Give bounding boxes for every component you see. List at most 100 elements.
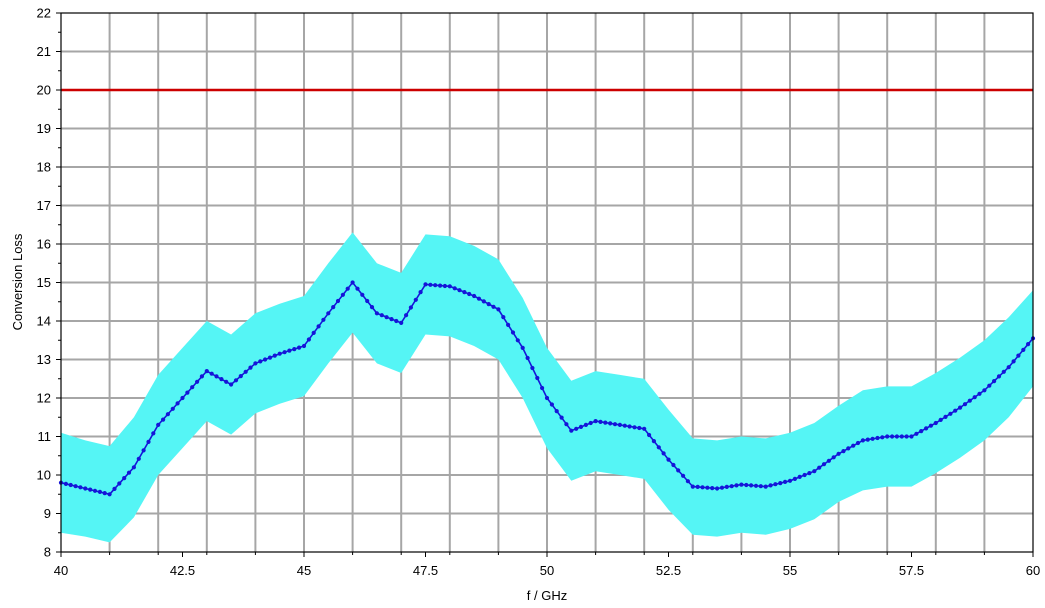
- data-point: [676, 468, 681, 473]
- data-point: [457, 288, 462, 293]
- data-point: [190, 385, 195, 390]
- data-point: [399, 320, 404, 325]
- y-axis: 8 9 10 11 12 13 14 15 16 17 18 19 20 21 22: [37, 6, 61, 560]
- data-point: [564, 422, 569, 427]
- data-point: [209, 371, 214, 376]
- data-point: [486, 302, 491, 307]
- data-point: [647, 432, 652, 438]
- data-point: [807, 471, 812, 476]
- data-point: [588, 420, 593, 426]
- data-point: [685, 479, 691, 484]
- data-point: [904, 434, 909, 439]
- data-point: [1021, 347, 1026, 352]
- data-point: [452, 286, 457, 291]
- data-point: [826, 458, 832, 463]
- data-point: [510, 330, 516, 335]
- data-point: [627, 424, 632, 429]
- data-point: [919, 429, 924, 434]
- data-point: [267, 355, 273, 360]
- data-point: [136, 456, 141, 461]
- data-point: [661, 451, 666, 456]
- data-point: [413, 297, 418, 302]
- data-point: [379, 313, 384, 318]
- data-point: [637, 425, 642, 431]
- data-point: [263, 357, 268, 362]
- data-point: [408, 305, 413, 310]
- data-point: [442, 283, 447, 289]
- data-point: [666, 457, 671, 462]
- y-tick-label: 13: [37, 352, 51, 367]
- data-point: [574, 426, 579, 431]
- y-tick-label: 16: [37, 237, 51, 252]
- data-point: [175, 401, 180, 406]
- data-point: [92, 488, 98, 493]
- data-point: [214, 374, 219, 379]
- data-point: [544, 395, 550, 401]
- data-point: [394, 318, 399, 324]
- data-point: [617, 422, 623, 427]
- y-tick-label: 22: [37, 6, 51, 21]
- x-tick-label: 55: [783, 563, 797, 578]
- data-point: [724, 484, 729, 489]
- data-point: [569, 428, 574, 433]
- data-point: [389, 317, 394, 322]
- data-point: [778, 481, 783, 486]
- data-point: [360, 292, 365, 297]
- main-series: [58, 280, 1036, 497]
- data-point: [632, 425, 637, 430]
- data-point: [102, 491, 107, 496]
- data-point: [63, 481, 68, 486]
- data-point: [700, 485, 705, 490]
- data-point: [992, 379, 997, 384]
- data-point: [146, 439, 151, 444]
- data-point: [462, 290, 467, 295]
- y-tick-label: 8: [44, 545, 51, 560]
- data-point: [860, 438, 866, 443]
- data-point: [297, 345, 302, 350]
- data-point: [428, 282, 433, 287]
- data-point: [258, 359, 263, 364]
- data-point: [792, 476, 798, 481]
- data-point: [199, 374, 204, 379]
- data-point: [151, 431, 156, 436]
- data-point: [972, 395, 977, 400]
- data-point: [938, 417, 943, 422]
- data-point: [438, 283, 443, 288]
- data-point: [404, 313, 409, 318]
- y-tick-label: 17: [37, 198, 51, 213]
- data-point: [739, 482, 744, 487]
- uncertainty-band: [61, 232, 1033, 543]
- y-tick-label: 9: [44, 506, 51, 521]
- y-tick-label: 15: [37, 275, 51, 290]
- data-point: [642, 426, 647, 431]
- data-point: [705, 485, 710, 490]
- data-point: [890, 434, 895, 439]
- data-point: [719, 485, 725, 490]
- data-point: [156, 422, 161, 427]
- data-point: [365, 298, 370, 304]
- data-point: [506, 322, 511, 327]
- data-point: [758, 484, 763, 489]
- data-point: [219, 377, 224, 382]
- data-point: [282, 350, 287, 355]
- x-axis-title: f / GHz: [527, 588, 567, 603]
- data-point: [355, 286, 360, 291]
- data-point: [180, 395, 185, 401]
- data-point: [229, 382, 234, 387]
- y-tick-label: 10: [37, 468, 51, 483]
- data-point: [953, 408, 958, 413]
- data-point: [233, 378, 239, 383]
- data-point: [549, 402, 555, 407]
- data-point: [943, 414, 948, 419]
- data-point: [987, 383, 992, 388]
- data-point: [1026, 342, 1031, 347]
- x-tick-label: 50: [540, 563, 554, 578]
- data-point: [433, 283, 438, 288]
- data-point: [821, 462, 827, 467]
- data-point: [170, 406, 175, 411]
- x-tick-label: 60: [1026, 563, 1040, 578]
- data-point: [126, 470, 132, 475]
- data-point: [933, 420, 938, 426]
- data-point: [272, 353, 277, 358]
